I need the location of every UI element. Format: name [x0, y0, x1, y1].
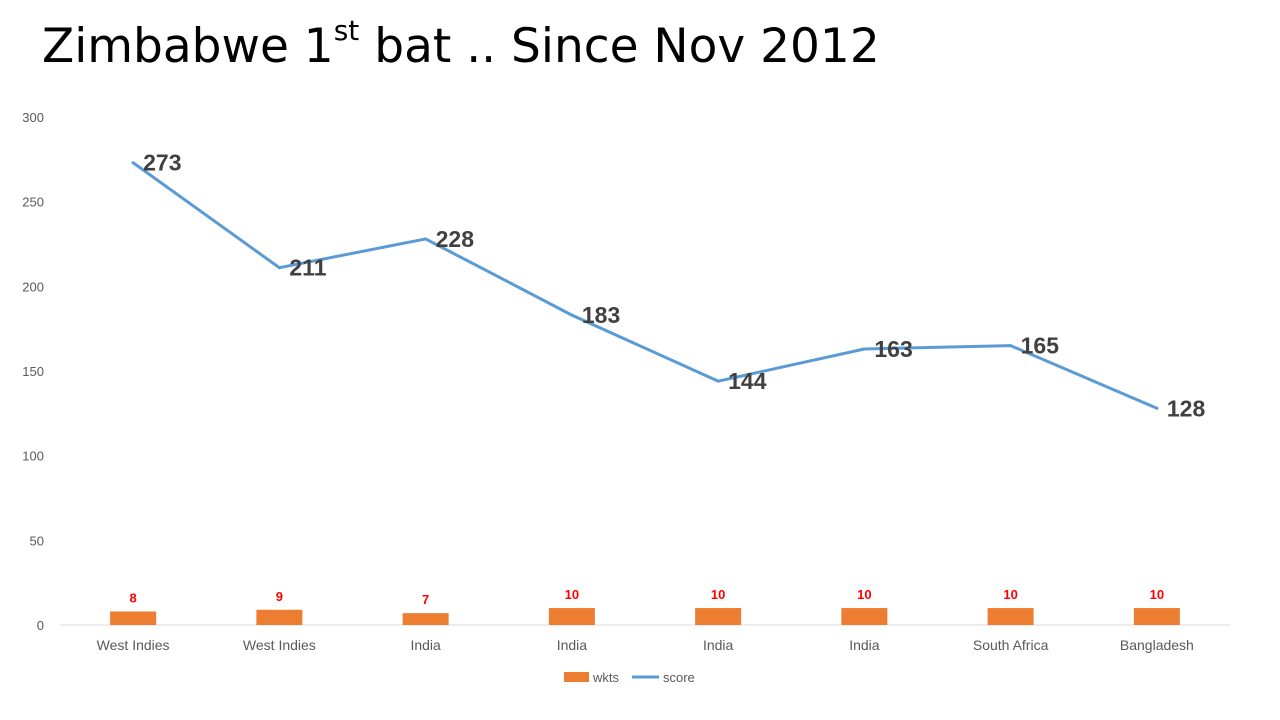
- wkts-bar: [256, 609, 303, 625]
- score-data-label: 165: [1021, 333, 1060, 359]
- score-point: [131, 161, 135, 165]
- wkts-bar: [841, 608, 888, 625]
- page-title: Zimbabwe 1st bat .. Since Nov 2012: [42, 17, 880, 74]
- wkts-data-label: 10: [1150, 587, 1164, 602]
- legend-wkts-label: wkts: [592, 670, 620, 685]
- x-tick-label: India: [703, 637, 734, 653]
- x-tick-label: Bangladesh: [1120, 637, 1194, 653]
- wkts-bar: [695, 608, 742, 625]
- y-tick-label: 0: [37, 618, 44, 633]
- title-main: Zimbabwe 1: [42, 19, 334, 74]
- x-tick-label: South Africa: [973, 637, 1049, 653]
- title-rest: bat .. Since Nov 2012: [359, 19, 880, 74]
- legend-score-label: score: [663, 670, 695, 685]
- y-tick-label: 50: [30, 533, 44, 548]
- wkts-data-label: 10: [1003, 587, 1017, 602]
- score-point: [1155, 406, 1159, 410]
- score-data-label: 144: [728, 368, 767, 394]
- y-tick-label: 200: [22, 279, 44, 294]
- x-tick-label: India: [410, 637, 441, 653]
- x-tick-label: West Indies: [243, 637, 316, 653]
- y-tick-label: 300: [22, 110, 44, 125]
- wkts-data-label: 7: [422, 592, 429, 607]
- wkts-bar: [110, 611, 157, 625]
- y-tick-label: 100: [22, 449, 44, 464]
- score-line: [131, 161, 1159, 410]
- score-data-label: 163: [874, 336, 912, 362]
- x-tick-label: India: [849, 637, 880, 653]
- wkts-bar: [1133, 608, 1180, 625]
- title-superscript: st: [333, 14, 360, 47]
- score-point: [570, 313, 574, 317]
- score-data-label: 228: [436, 226, 475, 252]
- wkts-bar: [548, 608, 595, 625]
- score-point: [424, 237, 428, 241]
- wkts-data-label: 10: [565, 587, 579, 602]
- wkts-data-label: 10: [857, 587, 871, 602]
- y-tick-label: 150: [22, 364, 44, 379]
- score-point: [862, 347, 866, 351]
- score-point: [277, 266, 281, 270]
- x-tick-label: India: [557, 637, 588, 653]
- score-point: [1009, 344, 1013, 348]
- score-data-label: 183: [582, 302, 620, 328]
- legend-wkts-swatch: [564, 672, 589, 682]
- wkts-bar: [987, 608, 1034, 625]
- x-tick-label: West Indies: [97, 637, 170, 653]
- wkts-data-label: 8: [130, 590, 137, 605]
- wkts-bar: [402, 613, 449, 625]
- score-data-label: 211: [289, 255, 326, 281]
- score-data-label: 273: [143, 150, 181, 176]
- wkts-data-label: 10: [711, 587, 725, 602]
- score-point: [716, 379, 720, 383]
- score-data-label: 128: [1167, 395, 1206, 421]
- wkts-data-label: 9: [276, 589, 283, 604]
- y-tick-label: 250: [22, 195, 44, 210]
